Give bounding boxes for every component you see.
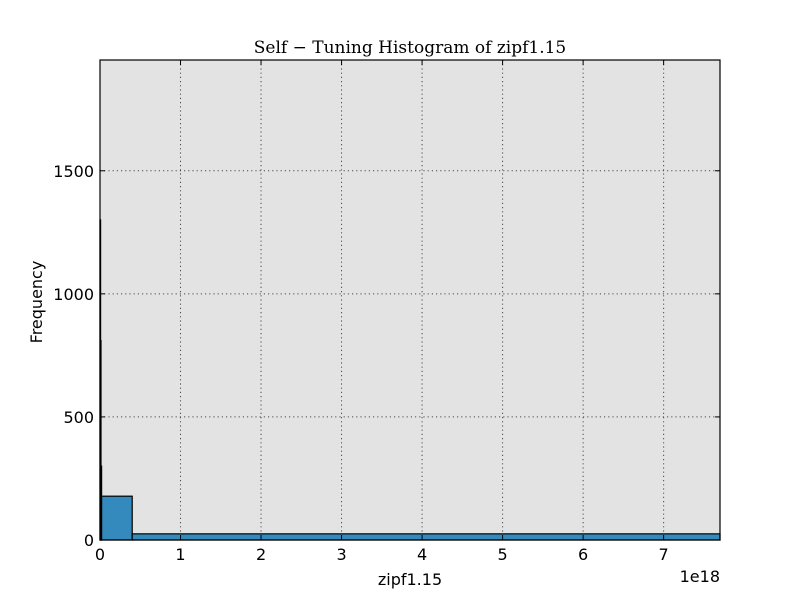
x-tick-label: 4 — [417, 545, 427, 564]
grid-lines — [100, 60, 720, 540]
x-tick-label: 2 — [256, 545, 266, 564]
chart-title: Self − Tuning Histogram of zipf1.15 — [254, 38, 566, 58]
plot-background — [100, 60, 720, 540]
x-tick-label: 1 — [175, 545, 185, 564]
x-tick-label: 7 — [659, 545, 669, 564]
histogram-bar — [131, 533, 721, 541]
x-axis-label: zipf1.15 — [378, 570, 442, 589]
axis-ticks: 0 1 2 3 4 5 6 7 0 500 1000 1500 — [53, 60, 720, 564]
x-tick-label: 6 — [578, 545, 588, 564]
x-tick-label: 3 — [336, 545, 346, 564]
y-tick-label: 1000 — [53, 285, 94, 304]
histogram-bar — [101, 495, 133, 541]
x-tick-label: 0 — [95, 545, 105, 564]
y-tick-label: 0 — [84, 531, 94, 550]
plot-frame — [99, 59, 721, 541]
y-axis-label: Frequency — [27, 261, 46, 344]
x-axis-offset-label: 1e18 — [680, 567, 720, 586]
x-tick-label: 5 — [498, 545, 508, 564]
y-tick-label: 1500 — [53, 162, 94, 181]
y-tick-label: 500 — [63, 408, 94, 427]
